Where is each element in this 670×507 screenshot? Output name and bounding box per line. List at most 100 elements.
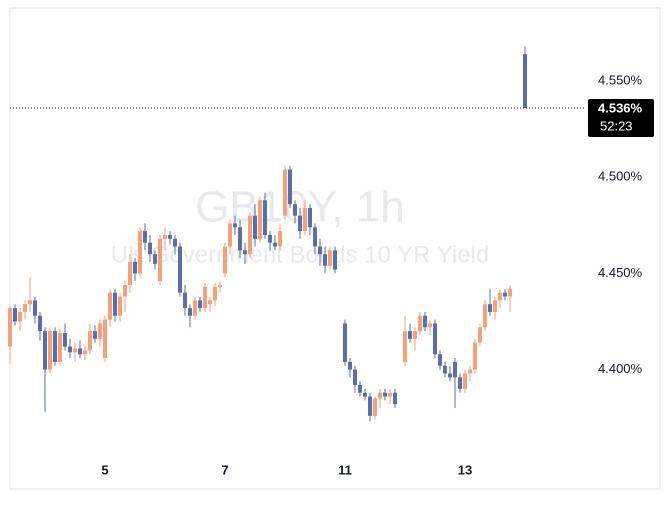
candle-body — [508, 288, 512, 297]
chart-frame — [9, 7, 661, 490]
candle-body — [108, 292, 112, 320]
candle-body — [223, 246, 227, 274]
candle-body — [48, 331, 52, 370]
candle-body — [308, 208, 312, 228]
candle-body — [178, 246, 182, 293]
candle-body — [213, 286, 217, 301]
candle-body — [23, 304, 27, 312]
candle-body — [38, 315, 42, 332]
candle-body — [343, 323, 347, 362]
countdown: 52:23 — [600, 118, 633, 133]
candle-body — [208, 300, 212, 305]
candle-body — [328, 250, 332, 266]
candle-body — [58, 333, 62, 362]
candle-body — [238, 227, 242, 251]
candle-body — [368, 396, 372, 416]
candle-body — [28, 300, 32, 305]
candle-body — [498, 292, 502, 301]
candle-body — [148, 242, 152, 255]
candle-body — [218, 284, 222, 287]
x-tick-label: 5 — [101, 462, 108, 477]
candle-body — [333, 250, 337, 270]
candle-body — [488, 304, 492, 312]
candle-body — [258, 200, 262, 239]
candle-body — [378, 392, 382, 399]
candle-body — [98, 323, 102, 339]
candle-body — [443, 365, 447, 374]
candle-body — [83, 350, 87, 355]
y-tick-label: 4.400% — [598, 361, 643, 376]
candle-body — [193, 300, 197, 316]
candle-body — [173, 238, 177, 247]
candle-body — [288, 169, 292, 205]
candle-body — [418, 315, 422, 332]
candle-body — [363, 392, 367, 397]
candle-body — [403, 331, 407, 362]
candle-body — [393, 392, 397, 405]
candle-body — [43, 331, 47, 370]
candle-body — [63, 333, 67, 347]
candle-body — [113, 292, 117, 316]
candle-body — [8, 308, 12, 347]
candle-body — [78, 348, 82, 355]
price-label-box — [588, 99, 654, 138]
candle-body — [268, 234, 272, 243]
candle-body — [248, 215, 252, 255]
x-tick-label: 11 — [338, 462, 352, 477]
candle-body — [408, 331, 412, 339]
candle-body — [73, 348, 77, 353]
candle-body — [313, 227, 317, 247]
candle-body — [353, 369, 357, 385]
candle-body — [468, 369, 472, 374]
candle-body — [138, 231, 142, 274]
candle-body — [453, 361, 457, 378]
candle-body — [168, 234, 172, 239]
candle-body — [358, 384, 362, 393]
candle-body — [53, 331, 57, 362]
candle-body — [448, 373, 452, 378]
candle-body — [123, 284, 127, 297]
candle-body — [318, 246, 322, 255]
candle-body — [323, 254, 327, 266]
y-tick-label: 4.450% — [598, 265, 643, 280]
candle-body — [483, 304, 487, 328]
candle-body — [128, 261, 132, 285]
candle-body — [278, 231, 282, 247]
x-tick-label: 13 — [458, 462, 472, 477]
candle-body — [13, 308, 17, 322]
candle-body — [103, 319, 107, 359]
candle-body — [433, 323, 437, 355]
candle-body — [228, 223, 232, 247]
candle-body — [478, 327, 482, 343]
candle-body — [133, 261, 137, 274]
candle-body — [388, 392, 392, 397]
candle-body — [298, 215, 302, 232]
watermark-subtitle: UK Government Bonds 10 YR Yield — [111, 241, 489, 268]
y-tick-label: 4.550% — [598, 73, 643, 88]
candle-body — [493, 300, 497, 312]
candle-body — [188, 308, 192, 316]
candle-body — [243, 250, 247, 255]
candle-body — [458, 377, 462, 389]
candle-body — [438, 354, 442, 366]
candle-body — [503, 292, 507, 297]
candle-body — [263, 200, 267, 235]
candle-body — [153, 254, 157, 264]
candle-body — [158, 238, 162, 282]
candle-body — [253, 215, 257, 239]
candle-body — [463, 373, 467, 389]
candle-body — [203, 286, 207, 309]
candle-body — [163, 234, 167, 239]
candle-body — [68, 346, 72, 353]
candle-body — [143, 231, 147, 243]
candle-body — [423, 315, 427, 328]
candle-body — [33, 300, 37, 316]
candle-body — [183, 292, 187, 309]
candle-body — [428, 323, 432, 328]
candle-body — [348, 361, 352, 370]
candle-body — [303, 208, 307, 232]
candle-body — [118, 296, 122, 316]
candle-body — [413, 331, 417, 339]
x-tick-label: 7 — [221, 462, 228, 477]
